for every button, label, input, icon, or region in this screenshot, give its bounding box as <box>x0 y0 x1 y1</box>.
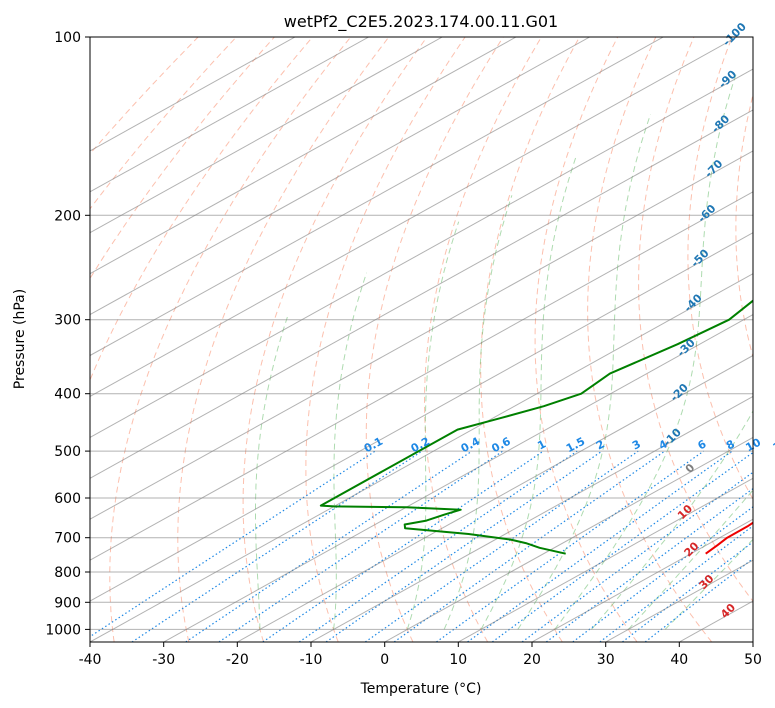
y-tick-label: 100 <box>54 30 81 46</box>
isotherm-line <box>90 37 296 152</box>
isotherm-line <box>90 232 753 602</box>
isotherm-line <box>458 477 753 642</box>
dry-adiabat <box>534 37 638 642</box>
data-layer <box>319 299 753 555</box>
dry-adiabat <box>305 37 466 642</box>
x-tick-label: 50 <box>744 652 762 668</box>
isotherm-line <box>90 37 664 357</box>
moist-adiabat <box>443 195 513 630</box>
dry-adiabat <box>109 37 352 642</box>
isotherm-line <box>90 37 738 398</box>
isotherm-line <box>90 37 369 193</box>
isotherm-line <box>384 436 753 642</box>
moist-adiabat <box>406 221 460 630</box>
y-axis-label: Pressure (hPa) <box>12 289 28 389</box>
x-tick-label: 30 <box>597 652 615 668</box>
dry-adiabat <box>687 37 753 501</box>
x-tick-label: -40 <box>79 652 102 668</box>
x-tick-label: -20 <box>226 652 249 668</box>
y-tick-label: 700 <box>54 531 81 547</box>
y-tick-label: 900 <box>54 595 81 611</box>
dry-adiabat <box>177 37 390 642</box>
y-tick-label: 1000 <box>45 622 81 638</box>
y-tick-label: 300 <box>54 313 81 329</box>
isotherm-line <box>310 395 753 642</box>
mixing-ratio-line <box>218 450 504 642</box>
mixing-ratio-label: 13 <box>771 436 775 455</box>
dewpoint-profile-line <box>319 299 753 555</box>
x-tick-label: -30 <box>152 652 175 668</box>
mixing-ratio-line <box>521 471 753 642</box>
x-tick-label: 20 <box>523 652 541 668</box>
mixing-ratio-line <box>298 450 578 642</box>
mixing-ratio-line <box>467 450 733 642</box>
moist-adiabat <box>255 315 289 630</box>
isotherm-line <box>90 37 517 275</box>
y-tick-label: 600 <box>54 491 81 507</box>
isotherm-line <box>237 354 753 642</box>
isotherm-line <box>90 37 443 234</box>
dry-adiabat <box>242 37 428 642</box>
isotherm-line <box>90 150 753 520</box>
y-tick-label: 500 <box>54 444 81 460</box>
grid-layer <box>90 37 753 642</box>
isotherm-line <box>90 191 753 561</box>
y-tick-label: 200 <box>54 208 81 224</box>
x-tick-label: -10 <box>300 652 323 668</box>
x-tick-label: 0 <box>380 652 389 668</box>
mixing-ratio-line <box>622 541 753 642</box>
moist-adiabat <box>333 272 368 630</box>
x-axis-label: Temperature (°C) <box>360 681 482 697</box>
isotherm-line <box>163 314 753 642</box>
isotherm-line <box>90 37 590 316</box>
moist-adiabat <box>554 72 737 630</box>
plot-frame <box>89 36 754 643</box>
dry-adiabat <box>638 37 753 603</box>
moist-adiabat <box>517 114 651 630</box>
tick-layer: -40 -30 -20 -10 0 10 20 30 40 50 100 200 300 400 500 60… <box>45 30 762 668</box>
mixing-ratio-line <box>325 450 603 642</box>
isotherm-line <box>90 68 753 438</box>
dry-adiabat <box>424 37 542 642</box>
mixing-ratio-line <box>599 525 753 642</box>
mixing-ratio-line <box>185 450 473 642</box>
y-tick-label: 400 <box>54 387 81 403</box>
isotherm-line <box>90 109 753 479</box>
chart-title: wetPf2_C2E5.2023.174.00.11.G01 <box>284 12 558 32</box>
x-tick-label: 40 <box>670 652 688 668</box>
isotherm-line <box>531 518 753 642</box>
isotherm-line <box>90 273 753 642</box>
moist-adiabat <box>591 410 753 630</box>
y-tick-label: 800 <box>54 565 81 581</box>
x-tick-label: 10 <box>449 652 467 668</box>
mixing-ratio-line <box>436 450 704 642</box>
